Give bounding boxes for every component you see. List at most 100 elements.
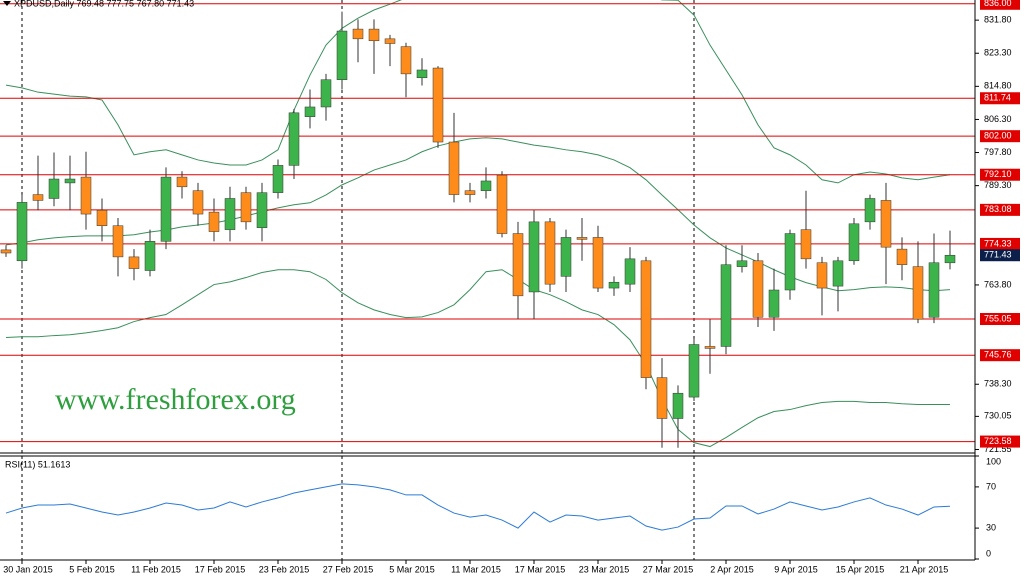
band-line [5,0,951,184]
x-tick-label: 23 Feb 2015 [259,564,310,574]
candle-body [624,258,636,285]
candle-body [496,174,508,234]
rsi-tick-label: 30 [986,522,996,532]
level-label: 792.10 [984,169,1012,179]
candle-body [800,229,812,260]
candle-body [768,289,780,318]
overlay: 831.80 823.30 814.80 806.30 797.80 789.30 763.… [3,0,1020,574]
candle-body [672,392,684,419]
candle-body [784,233,796,291]
candle-body [448,141,460,195]
chart-title: XPDUSD,Daily 769.48 777.75 767.80 771.43 [14,0,194,8]
y-tick-label: 797.80 [984,147,1012,157]
candle-body [592,237,604,289]
candle-body [304,106,316,117]
candle-body [720,264,732,347]
candle-body [240,192,252,223]
level-label-box [980,0,1020,10]
candle-body [528,221,540,293]
candle-body [112,225,124,258]
candle-body [64,178,76,184]
y-tick-label: 806.30 [984,114,1012,124]
x-tick-label: 2 Apr 2015 [710,564,754,574]
candle-body [480,180,492,191]
level-label: 745.76 [984,350,1012,360]
level-label: 774.33 [984,238,1012,248]
price-label-box [980,249,1020,262]
x-tick-label: 11 Feb 2015 [131,564,181,574]
candle-body [864,198,876,223]
level-label-box [980,313,1020,326]
x-tick-label: 17 Mar 2015 [515,564,566,574]
candle-body [464,190,476,195]
candle-body [944,254,956,264]
candle-body [928,262,940,318]
candle-body [896,248,908,265]
level-label-box [980,349,1020,362]
level-label: 783.08 [984,204,1012,214]
level-label: 723.58 [984,436,1012,446]
rsi-tick-label: 0 [986,548,991,558]
candle-body [576,237,588,240]
y-tick-label: 823.30 [984,48,1012,58]
candle-body [736,260,748,267]
y-tick-label: 789.30 [984,180,1012,190]
candle-body [544,221,556,285]
candle-body [352,28,364,40]
candle-body [80,176,92,215]
candle-body [752,260,764,318]
x-tick-label: 17 Feb 2015 [195,564,246,574]
candle-body [880,200,892,248]
candle-body [400,46,412,75]
candle-body [432,67,444,143]
candle-body [848,223,860,262]
candle-body [560,237,572,277]
candle-body [160,176,172,242]
candle-body [48,178,60,199]
candle-body [688,344,700,398]
level-label-box [980,435,1020,448]
level-label-box [980,92,1020,105]
candle-body [656,377,668,419]
y-tick-label: 721.55 [984,444,1012,454]
candle-body [256,192,268,228]
y-tick-label: 730.05 [984,411,1012,421]
y-tick-label: 738.30 [984,379,1012,389]
level-label-box [980,237,1020,250]
y-tick-label: 763.80 [984,279,1012,289]
candle-body [832,260,844,287]
candle-body [608,281,620,289]
y-tick-label: 831.80 [984,15,1012,25]
candle-body [272,165,284,193]
y-tick-label: 814.80 [984,81,1012,91]
x-tick-label: 9 Apr 2015 [774,564,818,574]
level-label: 811.74 [984,93,1011,103]
candle-body [320,79,332,108]
candle-body [192,190,204,215]
candle-body [224,198,236,230]
candle-body [816,262,828,289]
candle-body [176,176,188,188]
band-line [5,269,950,448]
x-tick-label: 27 Mar 2015 [643,564,694,574]
level-label-box [980,130,1020,143]
candle-body [16,202,28,262]
candle-body [368,28,380,42]
candle-body [208,211,220,232]
level-label: 802.00 [984,131,1012,141]
x-tick-label: 21 Apr 2015 [900,564,949,574]
candle-body [288,112,300,166]
level-label: 836.00 [984,0,1012,8]
candle-body [640,260,652,378]
x-tick-label: 23 Mar 2015 [579,564,630,574]
x-tick-label: 11 Mar 2015 [451,564,501,574]
candle-body [384,38,396,44]
price-label: 771.43 [984,250,1012,260]
level-label-box [980,168,1020,181]
rsi-tick-label: 100 [986,456,1001,466]
level-label: 755.05 [984,313,1012,323]
candle-body [416,69,428,79]
candle-body [96,209,108,226]
x-tick-label: 5 Feb 2015 [69,564,115,574]
